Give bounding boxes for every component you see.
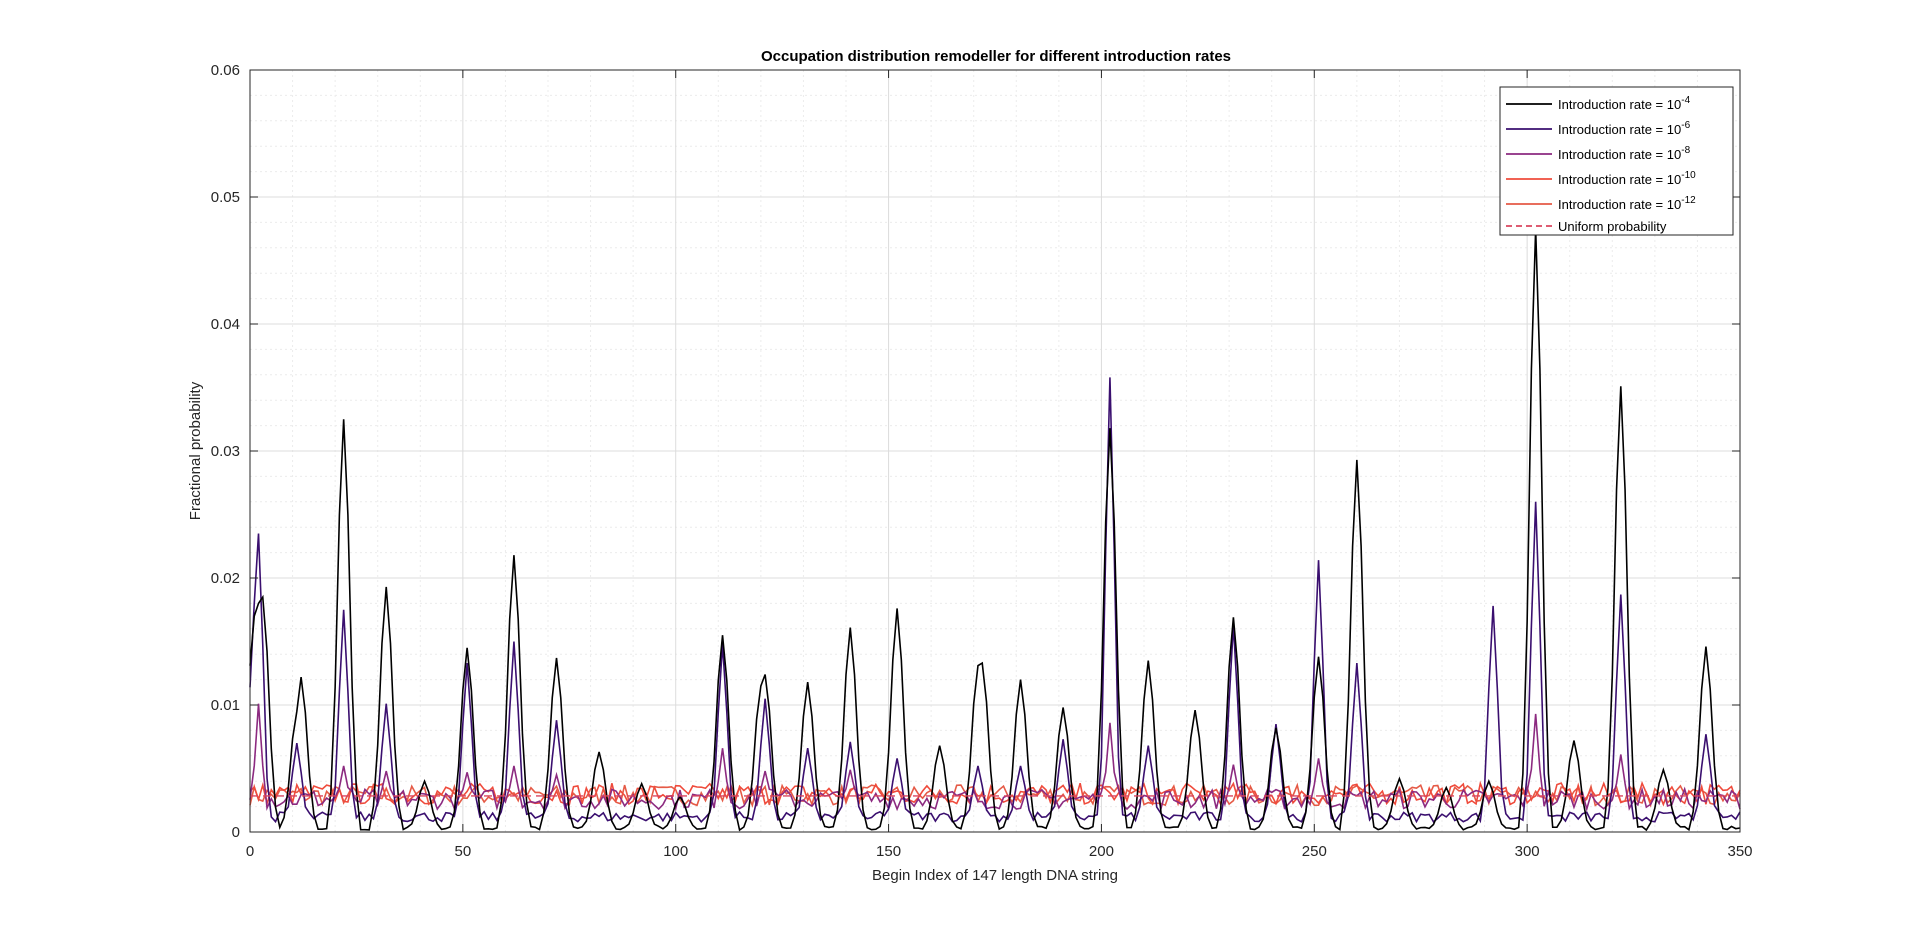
x-tick-label: 200 xyxy=(1089,843,1114,860)
y-tick-label: 0.06 xyxy=(211,62,240,79)
x-tick-label: 250 xyxy=(1302,843,1327,860)
y-axis-label: Fractional probability xyxy=(187,381,204,520)
y-tick-labels: 0 0.01 0.02 0.03 0.04 0.05 0.06 xyxy=(211,62,240,841)
chart-title: Occupation distribution remodeller for d… xyxy=(761,48,1231,65)
y-tick-label: 0 xyxy=(232,824,240,841)
y-tick-label: 0.01 xyxy=(211,697,240,714)
legend-box xyxy=(1499,86,1734,236)
legend-label-0: Introduction rate = 10-4 xyxy=(1558,95,1691,112)
x-tick-label: 350 xyxy=(1727,843,1752,860)
x-tick-labels: 0 50 100 150 200 250 300 350 xyxy=(246,843,1753,860)
series-layer xyxy=(249,228,1741,832)
legend-label-2: Introduction rate = 10-8 xyxy=(1558,145,1691,162)
x-tick-label: 100 xyxy=(663,843,688,860)
y-tick-label: 0.05 xyxy=(211,189,240,206)
x-tick-label: 300 xyxy=(1515,843,1540,860)
legend[interactable]: Introduction rate = 10-4 Introduction rat… xyxy=(1499,86,1734,236)
axis-ticks xyxy=(249,69,1741,833)
legend-label-4: Introduction rate = 10-12 xyxy=(1558,195,1696,212)
y-tick-label: 0.02 xyxy=(211,570,240,587)
legend-label-5: Uniform probability xyxy=(1558,219,1667,234)
legend-label-1: Introduction rate = 10-6 xyxy=(1558,120,1691,137)
series-line-4 xyxy=(249,782,1741,808)
x-tick-label: 50 xyxy=(455,843,472,860)
y-tick-label: 0.03 xyxy=(211,443,240,460)
major-grid xyxy=(250,70,1740,832)
x-tick-label: 0 xyxy=(246,843,254,860)
series-line-0 xyxy=(249,228,1741,832)
legend-label-3: Introduction rate = 10-10 xyxy=(1558,170,1696,187)
x-tick-label: 150 xyxy=(876,843,901,860)
x-axis-label: Begin Index of 147 length DNA string xyxy=(872,867,1118,884)
y-tick-label: 0.04 xyxy=(211,316,240,333)
